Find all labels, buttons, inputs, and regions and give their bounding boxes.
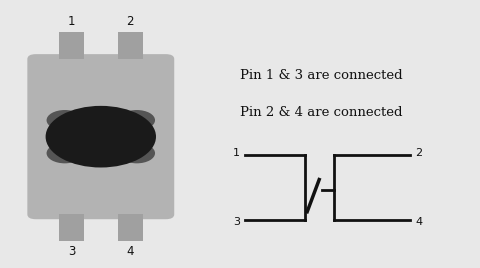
Text: 4: 4	[415, 217, 422, 228]
Text: 2: 2	[415, 148, 422, 158]
Circle shape	[47, 110, 83, 131]
Bar	[118, 32, 143, 59]
Circle shape	[47, 143, 83, 163]
FancyBboxPatch shape	[27, 54, 174, 219]
Circle shape	[46, 106, 156, 168]
Circle shape	[119, 110, 155, 131]
Circle shape	[119, 143, 155, 163]
Text: 1: 1	[233, 148, 240, 158]
Bar	[59, 32, 84, 59]
Text: 3: 3	[68, 245, 75, 258]
Bar	[118, 214, 143, 241]
Text: 4: 4	[126, 245, 134, 258]
Text: 3: 3	[233, 217, 240, 228]
Bar	[59, 214, 84, 241]
Text: 1: 1	[68, 15, 75, 28]
Text: Pin 1 & 3 are connected: Pin 1 & 3 are connected	[240, 69, 403, 81]
Text: Pin 2 & 4 are connected: Pin 2 & 4 are connected	[240, 106, 403, 119]
Text: 2: 2	[126, 15, 134, 28]
